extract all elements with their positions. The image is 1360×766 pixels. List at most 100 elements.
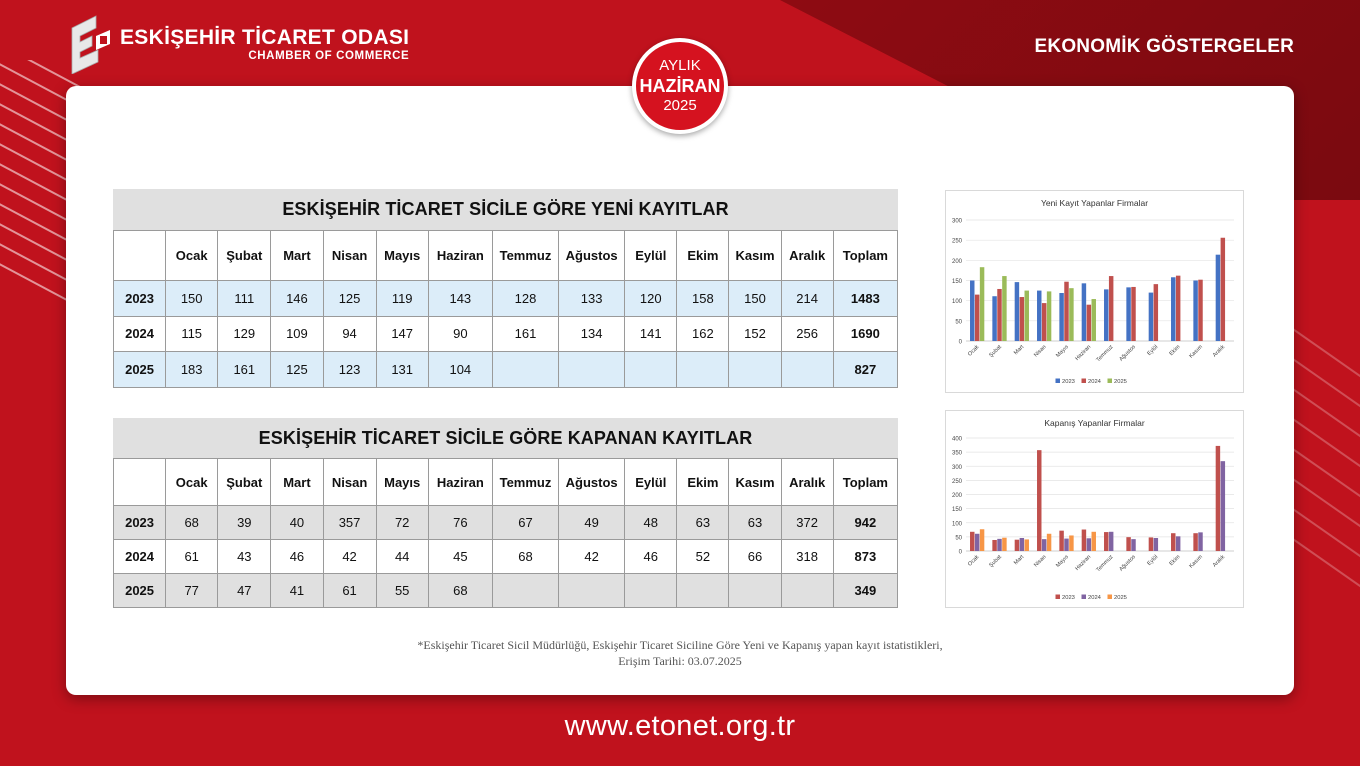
value-cell: 152 xyxy=(728,315,782,352)
bar-2023-Şubat xyxy=(992,296,997,341)
legend-swatch-2025 xyxy=(1107,594,1112,599)
year-cell: 2024 xyxy=(112,539,167,574)
value-cell xyxy=(624,351,678,388)
y-tick-label: 300 xyxy=(952,219,963,225)
column-header: Ağustos xyxy=(558,230,626,281)
x-tick-label: Kasım xyxy=(1188,344,1204,360)
x-tick-label: Eylül xyxy=(1146,344,1159,357)
value-cell: 131 xyxy=(375,351,429,388)
legend-swatch-2024 xyxy=(1081,378,1086,383)
bar-2024-Şubat xyxy=(997,538,1002,551)
value-cell: 134 xyxy=(558,315,626,352)
bar-2023-Aralık xyxy=(1215,445,1221,551)
bar-2023-Temmuz xyxy=(1104,289,1109,341)
value-cell: 61 xyxy=(165,539,219,574)
column-header: Toplam xyxy=(832,230,899,281)
x-tick-label: Mart xyxy=(1013,344,1025,356)
value-cell: 77 xyxy=(165,573,219,608)
closed-registrations-chart: Kapanış Yapanlar Firmalar 0 50 100 150 200 250… xyxy=(945,410,1244,608)
y-tick-label: 400 xyxy=(952,437,963,443)
x-tick-label: Haziran xyxy=(1074,344,1092,362)
logo: ESKİŞEHİR TİCARET ODASI CHAMBER OF COMME… xyxy=(66,14,410,75)
column-header: Eylül xyxy=(624,458,678,506)
column-header: Haziran xyxy=(427,458,493,506)
y-tick-label: 50 xyxy=(955,319,962,325)
website-link[interactable]: www.etonet.org.tr xyxy=(564,710,796,742)
bar-2023-Mayıs xyxy=(1059,530,1064,551)
value-cell: 63 xyxy=(676,505,730,540)
value-cell: 61 xyxy=(322,573,377,608)
y-tick-label: 0 xyxy=(959,550,963,556)
column-header: Ocak xyxy=(165,230,219,281)
value-cell: 39 xyxy=(217,505,272,540)
bar-2025-Nisan xyxy=(1046,533,1052,551)
bar-2025-Mayıs xyxy=(1069,288,1074,341)
column-header: Mayıs xyxy=(375,458,429,506)
closed-registrations-chart-svg: Kapanış Yapanlar Firmalar 0 50 100 150 200 250… xyxy=(952,418,1234,601)
bar-2023-Ocak xyxy=(970,280,975,341)
year-cell: 2025 xyxy=(112,351,167,388)
x-tick-label: Nisan xyxy=(1033,554,1047,568)
new-registrations-chart-svg: Yeni Kayıt Yapanlar Firmalar 0 50 100 150 200… xyxy=(952,198,1234,385)
column-header: Kasım xyxy=(728,230,782,281)
value-cell: 109 xyxy=(270,315,324,352)
value-cell: 318 xyxy=(780,539,834,574)
bar-2024-Ekim xyxy=(1175,275,1181,341)
header-corner-cell xyxy=(112,230,167,281)
period-badge: AYLIK HAZİRAN 2025 xyxy=(632,38,728,134)
column-header: Eylül xyxy=(624,230,678,281)
value-cell: 372 xyxy=(780,505,834,540)
column-header: Aralık xyxy=(780,230,834,281)
x-tick-label: Ekim xyxy=(1169,344,1182,357)
bar-2024-Mart xyxy=(1019,538,1025,551)
value-cell: 150 xyxy=(165,280,219,317)
x-tick-label: Haziran xyxy=(1074,554,1092,572)
badge-line1: AYLIK xyxy=(659,57,701,74)
value-cell: 256 xyxy=(780,315,834,352)
chart-title: Kapanış Yapanlar Firmalar xyxy=(1044,418,1144,428)
bar-2024-Mart xyxy=(1019,297,1025,341)
value-cell: 161 xyxy=(491,315,560,352)
value-cell: 76 xyxy=(427,505,493,540)
footnote-line1: *Eskişehir Ticaret Sicil Müdürlüğü, Eski… xyxy=(417,638,943,652)
value-cell: 67 xyxy=(491,505,560,540)
bar-2023-Ekim xyxy=(1171,277,1176,341)
value-cell xyxy=(624,573,678,608)
footnote-line2: Erişim Tarihi: 03.07.2025 xyxy=(618,654,742,668)
value-cell xyxy=(558,573,626,608)
year-cell: 2023 xyxy=(112,280,167,317)
bar-2024-Nisan xyxy=(1041,303,1047,341)
y-tick-label: 350 xyxy=(952,451,963,457)
bar-2025-Ocak xyxy=(979,267,985,341)
value-cell xyxy=(728,573,782,608)
value-cell xyxy=(491,573,560,608)
value-cell xyxy=(491,351,560,388)
total-cell: 873 xyxy=(832,539,899,574)
bar-2023-Mart xyxy=(1014,282,1020,341)
y-tick-label: 300 xyxy=(952,465,963,471)
org-title: ESKİŞEHİR TİCARET ODASI xyxy=(120,26,410,49)
value-cell: 128 xyxy=(491,280,560,317)
table-row: 2025 183 161 125 123 131 104 827 xyxy=(112,351,899,388)
bar-2025-Şubat xyxy=(1002,537,1007,551)
bar-2024-Ağustos xyxy=(1131,286,1136,341)
value-cell xyxy=(780,573,834,608)
y-tick-label: 150 xyxy=(952,279,963,285)
bar-2024-Temmuz xyxy=(1108,276,1114,341)
value-cell: 133 xyxy=(558,280,626,317)
bar-2025-Mayıs xyxy=(1069,535,1074,551)
column-header: Toplam xyxy=(832,458,899,506)
x-tick-label: Temmuz xyxy=(1095,554,1114,573)
value-cell: 44 xyxy=(375,539,429,574)
bar-2023-Haziran xyxy=(1081,529,1087,551)
legend-label: 2024 xyxy=(1088,595,1102,601)
column-header: Nisan xyxy=(322,230,377,281)
total-cell: 349 xyxy=(832,573,899,608)
closed-registrations-table: Ocak Şubat Mart Nisan Mayıs Haziran Temmuz Ağus… xyxy=(112,458,899,608)
chart-title: Yeni Kayıt Yapanlar Firmalar xyxy=(1041,198,1148,208)
value-cell: 143 xyxy=(427,280,493,317)
bar-2024-Haziran xyxy=(1086,304,1092,341)
bar-2025-Mart xyxy=(1024,290,1029,341)
value-cell: 119 xyxy=(375,280,429,317)
bar-2024-Ocak xyxy=(974,294,980,341)
